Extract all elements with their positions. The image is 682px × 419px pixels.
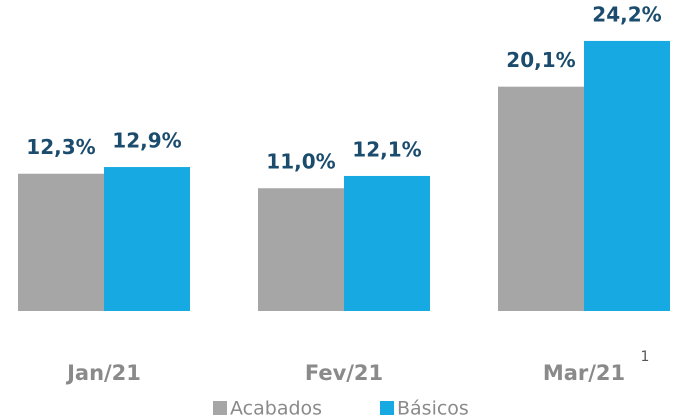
x-tick-label: Fev/21: [305, 361, 383, 385]
bar: [584, 40, 670, 311]
legend-label: Básicos: [397, 398, 469, 419]
value-label: 12,3%: [26, 135, 95, 159]
bar: [18, 173, 104, 311]
value-label: 24,2%: [592, 2, 661, 26]
legend-swatch: [380, 401, 394, 415]
bar: [498, 86, 584, 312]
bar: [258, 188, 344, 311]
value-label: 12,9%: [112, 129, 181, 153]
value-label: 20,1%: [506, 48, 575, 72]
x-tick-label: Mar/21: [543, 361, 625, 385]
bar: [344, 175, 430, 311]
value-label: 12,1%: [352, 137, 421, 161]
legend-swatch: [213, 401, 227, 415]
annotation: 1: [641, 349, 650, 365]
legend-label: Acabados: [230, 398, 322, 419]
x-tick-label: Jan/21: [65, 361, 141, 385]
bar: [104, 167, 190, 311]
value-label: 11,0%: [266, 150, 335, 174]
